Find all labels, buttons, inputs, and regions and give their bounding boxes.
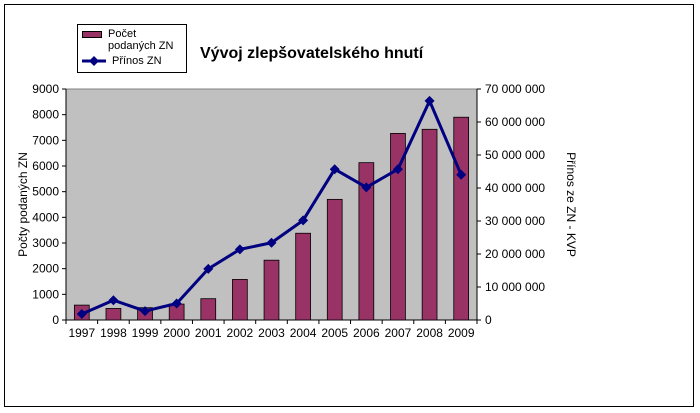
- y-right-tick-label: 40 000 000: [485, 181, 545, 195]
- legend-swatch-bar: [82, 31, 102, 38]
- legend-item-bars: Počet podaných ZN: [82, 28, 180, 52]
- x-tick-label: 1999: [132, 326, 159, 340]
- y-right-tick-label: 50 000 000: [485, 148, 545, 162]
- data-point: [171, 298, 182, 309]
- y-left-tick-label: 6000: [32, 159, 59, 173]
- legend-label-bars: Počet podaných ZN: [108, 28, 174, 52]
- data-point: [76, 309, 87, 320]
- data-point: [140, 306, 151, 317]
- y-left-tick-label: 8000: [32, 108, 59, 122]
- bar: [200, 298, 217, 321]
- x-tick-label: 2004: [290, 326, 317, 340]
- y-left-tick-label: 5000: [32, 185, 59, 199]
- y-left-tick-label: 4000: [32, 210, 59, 224]
- data-point: [456, 169, 467, 180]
- bar: [326, 198, 343, 321]
- x-tick-label: 2006: [353, 326, 380, 340]
- data-point: [329, 164, 340, 175]
- bar: [421, 128, 438, 321]
- y-right-tick-label: 0: [485, 313, 492, 327]
- chart-title: Vývoj zlepšovatelského hnutí: [200, 45, 424, 62]
- bar: [358, 162, 375, 321]
- bar: [295, 232, 311, 321]
- x-tick-label: 2003: [258, 326, 285, 340]
- bar: [453, 116, 470, 321]
- data-point: [266, 237, 277, 248]
- bar: [390, 133, 406, 321]
- x-tick-label: 2002: [227, 326, 254, 340]
- data-point: [108, 295, 119, 306]
- y-left-tick-label: 7000: [32, 133, 59, 147]
- data-point: [234, 244, 245, 255]
- y-right-tick-label: 60 000 000: [485, 115, 545, 129]
- x-tick-label: 2001: [195, 326, 222, 340]
- y-right-tick-label: 10 000 000: [485, 280, 545, 294]
- y-left-tick-label: 9000: [32, 82, 59, 96]
- x-tick-label: 2008: [416, 326, 443, 340]
- x-tick-label: 2000: [163, 326, 190, 340]
- data-point: [424, 95, 435, 106]
- x-tick-label: 1997: [68, 326, 95, 340]
- data-point: [361, 182, 372, 193]
- x-tick-label: 1998: [100, 326, 127, 340]
- x-tick-label: 2005: [321, 326, 348, 340]
- legend: Počet podaných ZN Přínos ZN: [77, 24, 187, 73]
- x-tick-label: 2007: [385, 326, 412, 340]
- bar: [263, 259, 280, 321]
- legend-item-line: Přínos ZN: [82, 55, 184, 67]
- y-right-axis-title: Přínos ze ZN - KVP: [564, 152, 578, 257]
- y-left-tick-label: 0: [52, 313, 59, 327]
- y-left-tick-label: 1000: [32, 287, 59, 301]
- data-point: [203, 263, 214, 274]
- legend-swatch-line: [82, 55, 106, 67]
- data-point: [298, 215, 309, 226]
- y-right-tick-label: 30 000 000: [485, 214, 545, 228]
- x-tick-label: 2009: [448, 326, 475, 340]
- bar: [105, 308, 122, 321]
- y-left-axis-title: Počty podaných ZN: [16, 152, 30, 257]
- y-left-tick-label: 3000: [32, 236, 59, 250]
- y-right-tick-label: 70 000 000: [485, 82, 545, 96]
- legend-label-line: Přínos ZN: [112, 55, 162, 67]
- bar: [232, 279, 248, 321]
- y-right-tick-label: 20 000 000: [485, 247, 545, 261]
- data-point: [392, 164, 403, 175]
- y-left-tick-label: 2000: [32, 262, 59, 276]
